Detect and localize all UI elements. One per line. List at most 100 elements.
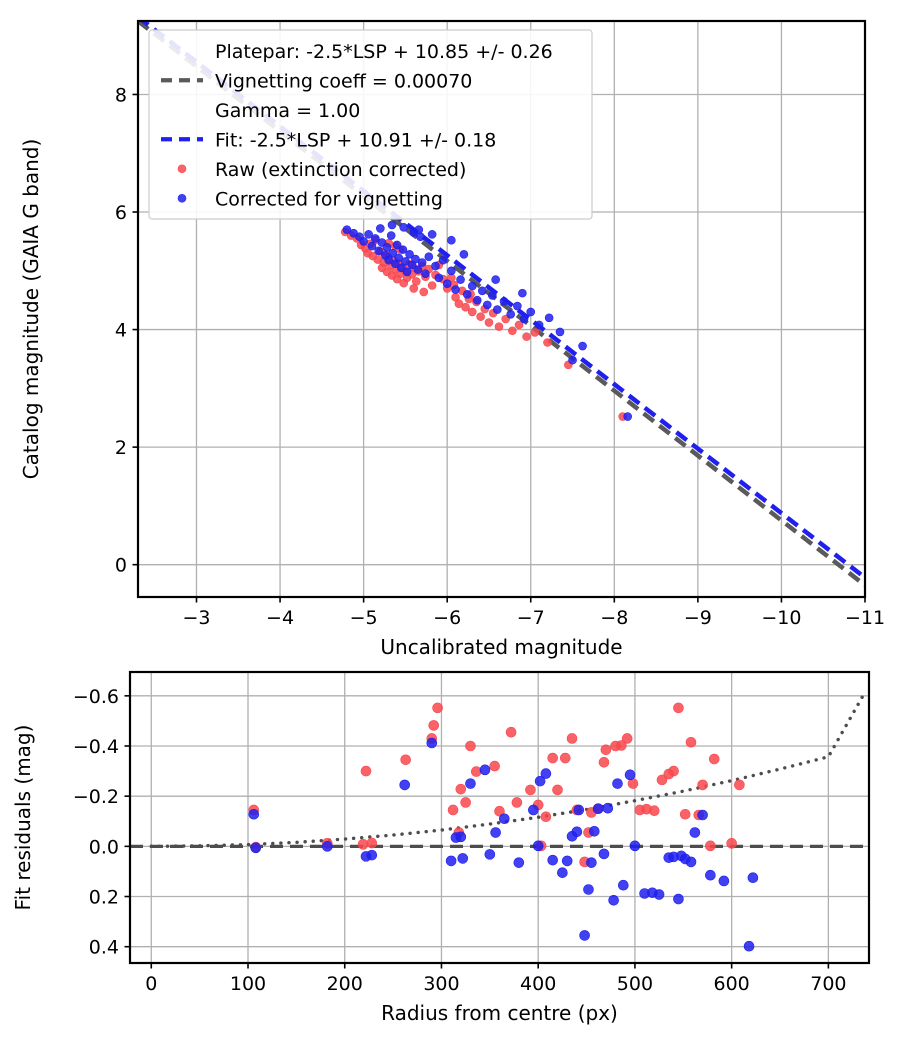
y-tick-label: −0.2 (73, 786, 119, 808)
x-tick-label: −5 (350, 607, 378, 629)
data-point (366, 837, 378, 849)
data-point (673, 893, 684, 905)
data-point (734, 779, 745, 791)
data-point (743, 940, 755, 952)
data-point (250, 842, 262, 854)
x-tick-label: 500 (617, 973, 653, 995)
data-point (414, 225, 424, 234)
legend-dot-swatch (177, 164, 187, 174)
data-point (508, 326, 517, 336)
data-point (623, 412, 632, 421)
data-point (689, 827, 701, 838)
data-point (513, 301, 522, 311)
data-point (568, 355, 577, 365)
data-point (534, 320, 544, 330)
legend: Platepar: -2.5*LSP + 10.85 +/- 0.26 Vigne… (148, 29, 593, 220)
data-point (514, 320, 524, 330)
data-point (561, 855, 573, 867)
data-point (457, 853, 469, 864)
x-tick-label: −9 (684, 607, 712, 629)
data-point (488, 291, 497, 300)
data-point (451, 285, 460, 294)
data-point (555, 327, 565, 337)
data-point (490, 827, 501, 838)
y-tick-label: 0.4 (89, 937, 119, 959)
data-point (371, 234, 380, 243)
data-point (685, 736, 697, 748)
data-point (518, 288, 527, 298)
x-tick-label: −11 (845, 607, 885, 629)
data-point (438, 255, 448, 265)
data-point (747, 872, 759, 884)
x-tick-label: −6 (433, 607, 461, 629)
data-point (426, 737, 438, 749)
data-point (454, 299, 464, 309)
data-point (409, 284, 419, 293)
data-point (579, 930, 590, 941)
data-point (387, 220, 397, 230)
data-point (588, 825, 600, 837)
x-tick-label: 700 (810, 973, 846, 995)
legend-dot-swatch (177, 193, 187, 203)
data-point (484, 318, 494, 327)
data-point (489, 760, 500, 772)
x-tick-label: −7 (517, 607, 545, 629)
data-point (360, 765, 372, 777)
data-point (479, 764, 491, 776)
data-point (540, 768, 552, 779)
y-tick-label: 8 (115, 84, 127, 106)
data-point (530, 328, 540, 337)
y-tick-label: −0.6 (73, 686, 119, 708)
data-point (465, 740, 476, 752)
y-tick-label: 4 (115, 320, 127, 342)
data-point (602, 802, 614, 814)
data-point (396, 263, 406, 273)
x-tick-label: −10 (761, 607, 801, 629)
data-point (491, 275, 500, 284)
y-tick-label: 2 (115, 437, 127, 459)
data-point (540, 811, 552, 823)
data-point (447, 235, 456, 245)
data-point (592, 803, 604, 815)
data-point (459, 250, 469, 259)
data-point (522, 332, 531, 341)
legend-entry-label: Vignetting coeff = 0.00070 (215, 70, 472, 92)
data-point (342, 225, 352, 234)
data-point (376, 224, 385, 233)
plot-line (149, 695, 864, 849)
data-point (413, 265, 423, 274)
data-point (621, 733, 633, 744)
data-point (456, 275, 465, 284)
data-point (557, 867, 568, 878)
data-point (705, 840, 716, 852)
data-point (586, 857, 597, 868)
data-point (417, 258, 427, 267)
y-tick-label: 0 (115, 555, 127, 577)
data-point (382, 242, 392, 252)
data-point (470, 766, 482, 777)
data-point (445, 855, 457, 867)
data-point (476, 312, 485, 321)
data-point (484, 849, 496, 860)
data-point (431, 261, 440, 271)
data-point (697, 779, 708, 791)
data-point (505, 726, 517, 738)
data-point (598, 757, 610, 768)
data-point (467, 307, 477, 317)
scatter-series (248, 737, 759, 952)
data-point (532, 840, 544, 852)
data-point (248, 808, 260, 820)
data-point (465, 778, 476, 789)
legend-entry-label: Corrected for vignetting (215, 188, 443, 210)
data-point (629, 840, 641, 852)
data-point (416, 232, 425, 242)
data-point (543, 338, 552, 347)
data-point (571, 826, 583, 838)
data-point (357, 839, 369, 850)
x-tick-label: 400 (520, 973, 556, 995)
data-point (392, 240, 402, 250)
data-point (455, 831, 467, 843)
data-point (405, 250, 414, 259)
ticks-magnitude-calibration: −3 −4 −5 −6 −7 −8 −9 −10 −11 0 2 4 6 8 (115, 84, 885, 629)
y-axis-label: Catalog magnitude (GAIA G band) (19, 139, 43, 480)
